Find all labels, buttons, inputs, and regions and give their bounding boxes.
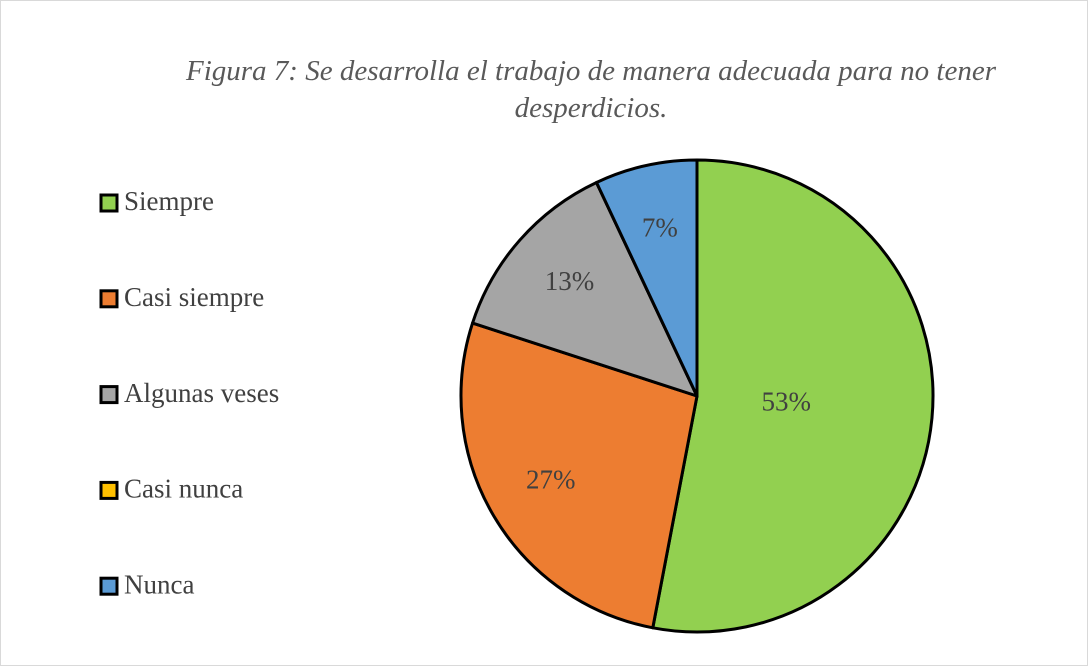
pie-slice xyxy=(651,158,935,634)
data-label: 7% xyxy=(642,212,678,242)
legend-swatch xyxy=(99,289,119,309)
pie-slice xyxy=(595,158,699,398)
chart-title: Figura 7: Se desarrolla el trabajo de ma… xyxy=(185,55,997,124)
data-label: 13% xyxy=(545,266,595,296)
legend-swatch xyxy=(99,385,119,405)
legend-swatch xyxy=(99,193,119,213)
data-label: 53% xyxy=(762,387,812,417)
legend-swatch xyxy=(99,480,119,500)
pie-slice xyxy=(471,180,699,398)
legend-label: Siempre xyxy=(124,186,214,216)
legend-label: Casi siempre xyxy=(124,282,264,312)
pie-slice xyxy=(459,321,699,630)
legend-swatch xyxy=(99,576,119,596)
legend-label: Casi nunca xyxy=(124,474,243,504)
data-label: 27% xyxy=(526,465,576,495)
legend-label: Algunas veses xyxy=(124,378,279,408)
legend-label: Nunca xyxy=(124,569,194,599)
